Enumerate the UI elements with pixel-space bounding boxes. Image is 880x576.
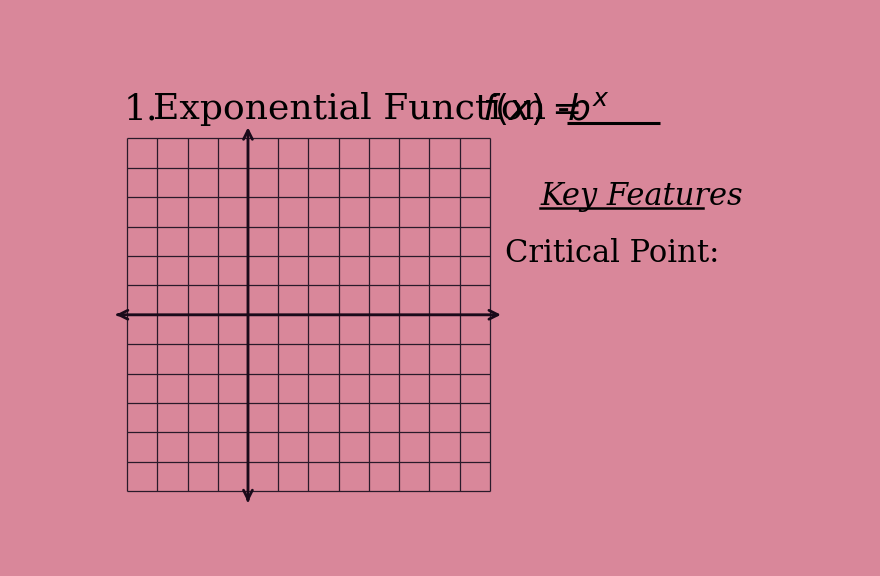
Text: Critical Point:: Critical Point: [505,238,720,270]
Text: $\mathit{b}^{\mathit{x}}$: $\mathit{b}^{\mathit{x}}$ [568,92,610,126]
Text: Key Features: Key Features [540,181,743,211]
Text: 1.: 1. [124,92,158,126]
Text: $\mathit{f}(\mathit{x}) =$: $\mathit{f}(\mathit{x}) =$ [482,91,580,127]
Text: Exponential Function -: Exponential Function - [152,92,581,126]
